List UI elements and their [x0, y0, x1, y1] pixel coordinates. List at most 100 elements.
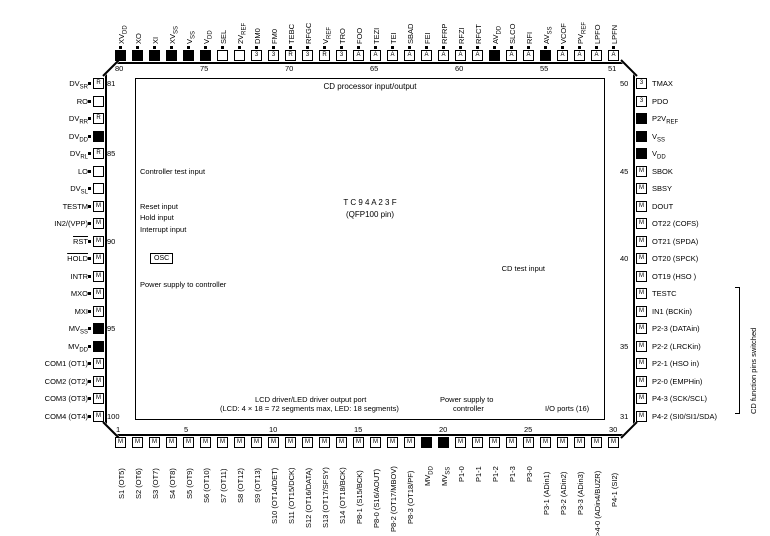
- pin-pad-66: A: [353, 50, 364, 61]
- pin-label-30: P4-1 (SI2): [610, 473, 619, 507]
- pin-pad-62: A: [421, 50, 432, 61]
- pin-label-88: TESTM: [0, 202, 88, 211]
- pin-pad-76: [183, 50, 194, 61]
- pin-label-45: SBOK: [652, 167, 673, 176]
- pin-label-38: TESTC: [652, 289, 677, 298]
- pin-pad-60: A: [455, 50, 466, 61]
- pin-pad-90: M: [93, 236, 104, 247]
- pin-pad-25: M: [523, 437, 534, 448]
- pin-label-34: P2-1 (HSO in): [652, 359, 699, 368]
- pin-label-23: P1-2: [491, 466, 500, 482]
- pin-pad-44: M: [636, 183, 647, 194]
- pin-label-98: COM2 (OT2): [0, 377, 88, 386]
- pin-label-78: XI: [151, 37, 160, 44]
- pin-pad-41: M: [636, 236, 647, 247]
- pin-pad-95: [93, 323, 104, 334]
- pin-pad-46: [636, 148, 647, 159]
- pin-label-13: S13 (OT17/SFSY): [321, 467, 330, 528]
- pin-label-31: P4-2 (SI0/SI1/SDA): [652, 412, 717, 421]
- pin-label-14: S14 (OT18/BCK): [338, 467, 347, 524]
- pin-pad-85: R: [93, 148, 104, 159]
- pin-label-97: COM1 (OT1): [0, 359, 88, 368]
- pin-pad-84: [93, 131, 104, 142]
- pin-label-84: DVDD: [0, 132, 88, 144]
- pin-pad-47: [636, 131, 647, 142]
- pin-label-81: DVSR: [0, 79, 88, 91]
- pin-pad-57: A: [506, 50, 517, 61]
- pin-label-26: P3-1 (ADin1): [542, 472, 551, 515]
- pin-pad-70: R: [285, 50, 296, 61]
- pin-pad-28: M: [574, 437, 585, 448]
- pin-label-61: RFRP: [440, 24, 449, 44]
- pin-pad-86: [93, 166, 104, 177]
- pin-pad-88: M: [93, 201, 104, 212]
- pin-label-90: RST: [0, 237, 88, 246]
- pin-pad-17: M: [387, 437, 398, 448]
- pin-label-52: LPFO: [593, 24, 602, 44]
- pin-label-11: S11 (OT15/DCK): [287, 467, 296, 524]
- pin-pad-2: M: [132, 437, 143, 448]
- pin-pad-78: [149, 50, 160, 61]
- pin-label-35: P2-2 (LRCKin): [652, 342, 701, 351]
- pin-label-79: XO: [134, 33, 143, 44]
- pin-pad-39: M: [636, 271, 647, 282]
- pin-label-80: XVDD: [117, 25, 129, 44]
- pin-label-57: SLCO: [508, 24, 517, 44]
- pin-label-2: S2 (OT6): [134, 468, 143, 499]
- pin-pad-59: A: [472, 50, 483, 61]
- pin-label-70: TEBC: [287, 24, 296, 44]
- pin-label-95: MVSS: [0, 324, 88, 336]
- pin-label-72: DM0: [253, 28, 262, 44]
- pin-pad-24: M: [506, 437, 517, 448]
- pin-pad-6: M: [200, 437, 211, 448]
- pin-label-99: COM3 (OT3): [0, 394, 88, 403]
- pin-label-83: DVRR: [0, 114, 88, 126]
- pin-pad-38: M: [636, 288, 647, 299]
- pin-pad-56: A: [523, 50, 534, 61]
- pin-pad-48: [636, 113, 647, 124]
- pin-pad-77: [166, 50, 177, 61]
- pin-pad-54: A: [557, 50, 568, 61]
- pin-pad-10: M: [268, 437, 279, 448]
- pin-pad-91: M: [93, 253, 104, 264]
- pin-pad-89: M: [93, 218, 104, 229]
- pin-pad-63: A: [404, 50, 415, 61]
- pin-pad-32: M: [636, 393, 647, 404]
- pin-label-74: SEL: [219, 30, 228, 44]
- pin-label-62: FEI: [423, 32, 432, 44]
- pin-label-22: P1-1: [474, 466, 483, 482]
- pin-label-27: P3-2 (ADin2): [559, 472, 568, 515]
- pin-pad-31: M: [636, 411, 647, 422]
- pin-pad-20: [438, 437, 449, 448]
- pin-label-56: RFI: [525, 32, 534, 44]
- pin-label-60: RFZI: [457, 27, 466, 44]
- pin-pad-9: M: [251, 437, 262, 448]
- pin-label-58: AVDD: [491, 26, 503, 44]
- pin-label-33: P2-0 (EMPHin): [652, 377, 702, 386]
- pin-pad-74: [217, 50, 228, 61]
- pin-label-47: VSS: [652, 132, 665, 144]
- pin-pad-55: [540, 50, 551, 61]
- pin-label-12: S12 (OT16/DATA): [304, 468, 313, 528]
- pin-pad-19: [421, 437, 432, 448]
- pin-pad-4: M: [166, 437, 177, 448]
- pin-pad-18: M: [404, 437, 415, 448]
- pin-pad-65: A: [370, 50, 381, 61]
- pin-pad-3: M: [149, 437, 160, 448]
- pin-pad-12: M: [302, 437, 313, 448]
- pin-label-92: INTR: [0, 272, 88, 281]
- pin-label-59: RFCT: [474, 24, 483, 44]
- pin-label-86: LO: [0, 167, 88, 176]
- pin-label-7: S7 (OT11): [219, 468, 228, 502]
- pin-pad-29: M: [591, 437, 602, 448]
- pin-pad-72: 3: [251, 50, 262, 61]
- pin-pad-64: A: [387, 50, 398, 61]
- pin-label-24: P1-3: [508, 466, 517, 482]
- pin-pad-30: M: [608, 437, 619, 448]
- pin-pad-21: M: [455, 437, 466, 448]
- pin-label-32: P4-3 (SCK/SCL): [652, 394, 707, 403]
- pin-label-55: AVSS: [542, 27, 554, 44]
- pin-pad-53: A: [574, 50, 585, 61]
- pin-label-69: RFGC: [304, 23, 313, 44]
- pin-pad-7: M: [217, 437, 228, 448]
